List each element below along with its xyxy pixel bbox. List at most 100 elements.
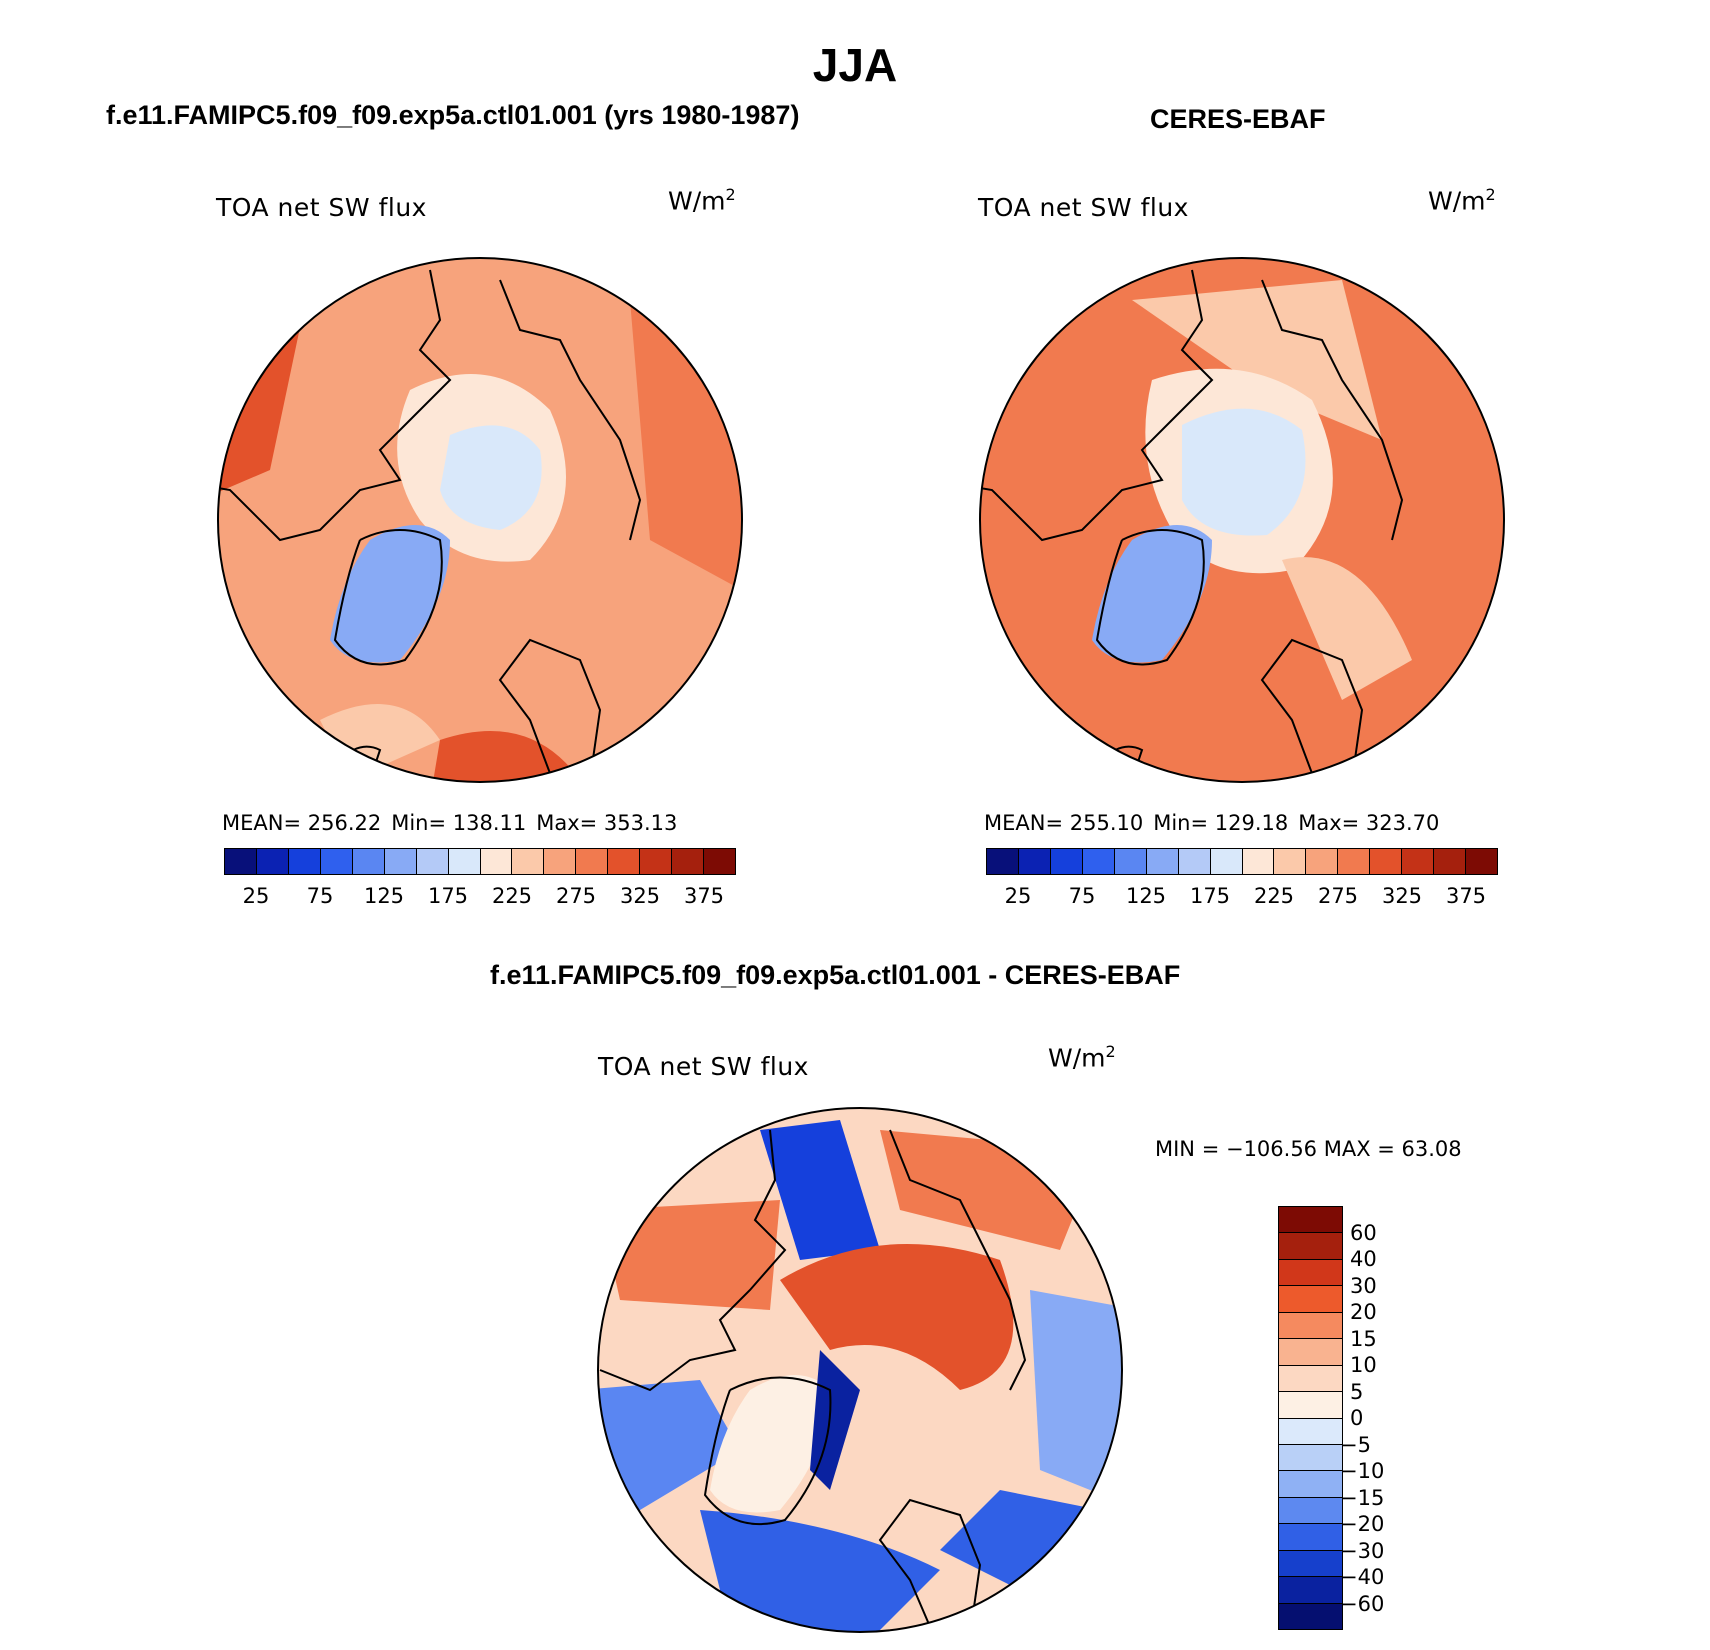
colorbar-swatch — [1279, 1603, 1342, 1629]
colorbar-swatch — [1050, 849, 1083, 874]
figure-title: JJA — [812, 39, 898, 91]
colorbar-tick-label: 25 — [242, 884, 270, 908]
colorbar-swatch — [1242, 849, 1275, 874]
colorbar-swatch — [1279, 1207, 1342, 1234]
colorbar-tick-label: 5 — [1350, 1379, 1364, 1404]
colorbar-tick-label: −5 — [1340, 1432, 1371, 1457]
colorbar-swatch — [288, 849, 321, 874]
panel1-units: W/m2 — [668, 185, 736, 216]
panel3-variable: TOA net SW flux — [598, 1052, 809, 1081]
panel2-title: CERES-EBAF — [1150, 104, 1326, 134]
colorbar-swatch — [1402, 849, 1435, 874]
colorbar-swatch — [1279, 1286, 1342, 1313]
colorbar-swatch — [672, 849, 705, 874]
colorbar-tick-label: 175 — [1189, 884, 1231, 908]
colorbar-tick-label: 275 — [555, 884, 597, 908]
colorbar-tick-label: 275 — [1317, 884, 1359, 908]
panel2-variable: TOA net SW flux — [978, 193, 1189, 222]
colorbar-swatch — [1146, 849, 1179, 874]
panel3-stats: MIN = −106.56 MAX = 63.08 — [1155, 1137, 1462, 1161]
colorbar-tick-label: 175 — [427, 884, 469, 908]
panel3-units: W/m2 — [1048, 1042, 1116, 1073]
colorbar-swatch — [225, 849, 257, 874]
colorbar-tick-label: 75 — [1068, 884, 1096, 908]
colorbar-tick-label: 75 — [306, 884, 334, 908]
panel1-polar-map — [217, 257, 743, 783]
panel2-stats: MEAN= 255.10 Min= 129.18 Max= 323.70 — [984, 811, 1440, 835]
colorbar-swatch — [416, 849, 449, 874]
colorbar-swatch — [1279, 1577, 1342, 1604]
colorbar-tick-label: −30 — [1340, 1538, 1385, 1563]
colorbar-tick-label: 325 — [619, 884, 661, 908]
panel2-units: W/m2 — [1428, 185, 1496, 216]
colorbar-swatch — [320, 849, 353, 874]
colorbar-tick-label: 375 — [683, 884, 725, 908]
colorbar-swatch — [448, 849, 481, 874]
panel1-title: f.e11.FAMIPC5.f09_f09.exp5a.ctl01.001 (y… — [106, 100, 800, 130]
colorbar-swatch — [1114, 849, 1147, 874]
colorbar-tick-label: 15 — [1350, 1326, 1377, 1351]
colorbar-swatch — [1279, 1365, 1342, 1393]
colorbar-swatch — [1279, 1471, 1342, 1498]
colorbar-swatch — [1279, 1444, 1342, 1472]
colorbar-tick-label: 325 — [1381, 884, 1423, 908]
colorbar-swatch — [352, 849, 385, 874]
colorbar-tick-label: −10 — [1340, 1459, 1385, 1483]
panel1-stats: MEAN= 256.22 Min= 138.11 Max= 353.13 — [222, 811, 678, 835]
colorbar-swatch — [1370, 849, 1403, 874]
colorbar-tick-label: 10 — [1350, 1353, 1377, 1377]
colorbar-swatch — [480, 849, 513, 874]
colorbar-swatch — [1279, 1418, 1342, 1445]
panel3-colorbar-ticks: 60 40 30 20 15 10 5 0 −5 −10 −15 −20 −30 −40 −60 — [1340, 1206, 1440, 1630]
colorbar-swatch — [1279, 1392, 1342, 1419]
panel1-variable: TOA net SW flux — [216, 193, 427, 222]
colorbar-swatch — [1082, 849, 1115, 874]
panel3-title: f.e11.FAMIPC5.f09_f09.exp5a.ctl01.001 - … — [490, 960, 1181, 990]
colorbar-swatch — [1279, 1233, 1342, 1260]
colorbar-swatch — [512, 849, 545, 874]
colorbar-tick-label: 20 — [1350, 1300, 1377, 1324]
colorbar-swatch — [1018, 849, 1051, 874]
colorbar-tick-label: −40 — [1340, 1565, 1385, 1589]
colorbar-swatch — [1279, 1524, 1342, 1551]
colorbar-tick-label: 225 — [491, 884, 533, 908]
colorbar-swatch — [608, 849, 641, 874]
colorbar-swatch — [640, 849, 673, 874]
panel2-colorbar-ticks: 25 75 125 175 225 275 325 375 — [986, 884, 1498, 910]
colorbar-tick-label: 0 — [1350, 1406, 1364, 1430]
colorbar-tick-label: −15 — [1340, 1485, 1385, 1510]
colorbar-tick-label: 25 — [1004, 884, 1032, 908]
colorbar-swatch — [1279, 1259, 1342, 1287]
colorbar-swatch — [1279, 1497, 1342, 1525]
colorbar-tick-label: −60 — [1340, 1591, 1385, 1616]
colorbar-swatch — [576, 849, 609, 874]
colorbar-swatch — [987, 849, 1019, 874]
colorbar-swatch — [1178, 849, 1211, 874]
colorbar-swatch — [384, 849, 417, 874]
colorbar-swatch — [256, 849, 289, 874]
colorbar-swatch — [704, 849, 735, 874]
colorbar-swatch — [1210, 849, 1243, 874]
panel1-colorbar — [224, 848, 736, 875]
colorbar-tick-label: 60 — [1350, 1220, 1377, 1245]
colorbar-swatch — [1434, 849, 1467, 874]
colorbar-tick-label: 125 — [363, 884, 405, 908]
colorbar-tick-label: 125 — [1125, 884, 1167, 908]
colorbar-swatch — [1306, 849, 1339, 874]
colorbar-swatch — [1279, 1312, 1342, 1340]
panel3-colorbar — [1278, 1206, 1343, 1630]
colorbar-tick-label: 40 — [1350, 1247, 1377, 1271]
colorbar-tick-label: 225 — [1253, 884, 1295, 908]
panel3-polar-map — [597, 1107, 1123, 1633]
panel2-polar-map — [979, 257, 1505, 783]
colorbar-swatch — [1279, 1339, 1342, 1366]
colorbar-swatch — [544, 849, 577, 874]
colorbar-swatch — [1274, 849, 1307, 874]
colorbar-swatch — [1466, 849, 1497, 874]
colorbar-tick-label: −20 — [1340, 1512, 1385, 1536]
colorbar-swatch — [1279, 1550, 1342, 1578]
colorbar-tick-label: 375 — [1445, 884, 1487, 908]
panel1-colorbar-ticks: 25 75 125 175 225 275 325 375 — [224, 884, 736, 910]
panel2-colorbar — [986, 848, 1498, 875]
colorbar-tick-label: 30 — [1350, 1273, 1377, 1298]
